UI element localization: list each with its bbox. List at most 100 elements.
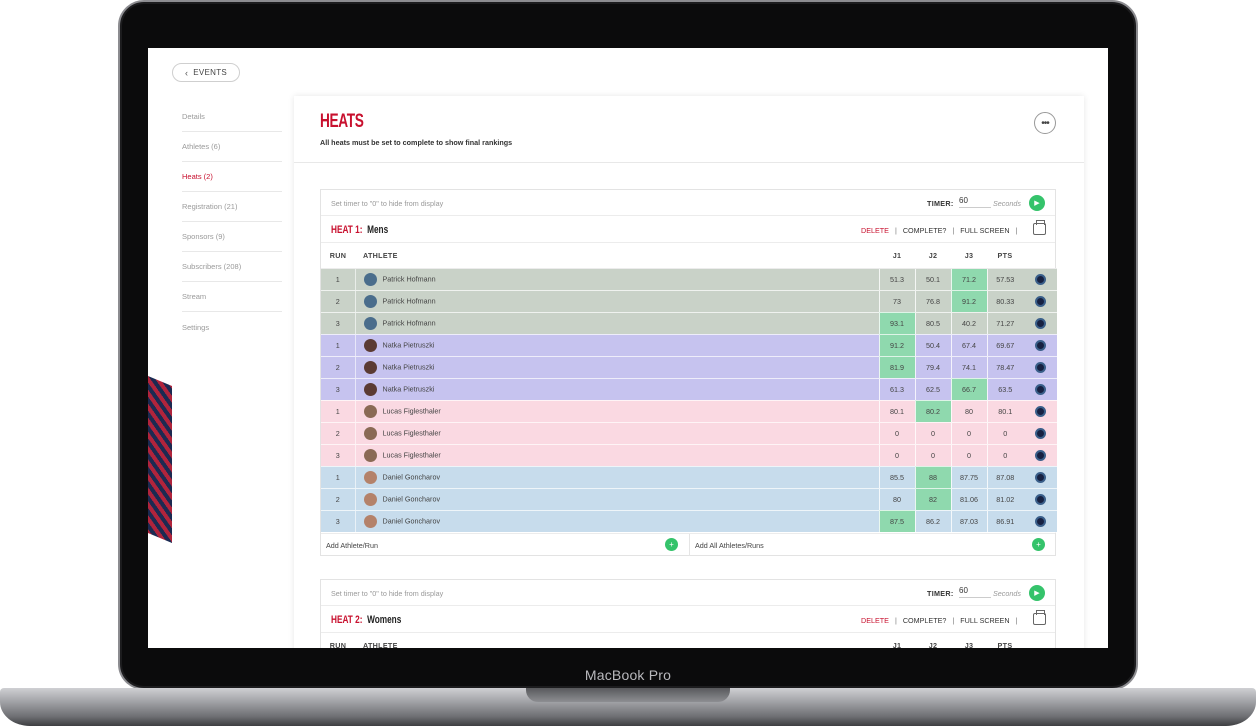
table-row[interactable]: 3 Lucas Figlesthaler 0 0 0 0	[321, 444, 1057, 467]
j1-score-cell[interactable]: 81.9	[878, 356, 915, 379]
target-icon[interactable]	[1034, 361, 1046, 373]
j2-score-cell[interactable]: 80.2	[914, 400, 951, 423]
j2-score-cell[interactable]: 50.4	[914, 334, 951, 357]
sidebar-item-athletes[interactable]: Athletes (6)	[182, 132, 282, 162]
target-icon[interactable]	[1034, 339, 1046, 351]
target-icon[interactable]	[1034, 273, 1046, 285]
add-athlete-label[interactable]: Add Athlete/Run	[326, 540, 378, 550]
j2-score-cell[interactable]: 0	[914, 422, 951, 445]
j1-score-cell[interactable]: 80	[878, 488, 915, 511]
j1-score-cell[interactable]: 87.5	[878, 510, 915, 533]
print-icon[interactable]	[1033, 220, 1046, 235]
sidebar-item-registration[interactable]: Registration (21)	[182, 192, 282, 222]
j3-score-cell[interactable]: 71.2	[950, 268, 987, 291]
j1-score-cell[interactable]: 61.3	[878, 378, 915, 401]
sidebar-item-stream[interactable]: Stream	[182, 282, 282, 312]
j2-score-cell[interactable]: 82	[914, 488, 951, 511]
ellipsis-icon: •••	[1041, 117, 1049, 129]
sidebar-item-subscribers[interactable]: Subscribers (208)	[182, 252, 282, 282]
avatar	[363, 426, 377, 440]
j3-score-cell[interactable]: 91.2	[950, 290, 987, 313]
add-athlete-button[interactable]: +	[665, 537, 678, 551]
sidebar-item-details[interactable]: Details	[182, 102, 282, 132]
athlete-name: Daniel Goncharov	[382, 471, 441, 481]
target-icon[interactable]	[1034, 317, 1046, 329]
table-row[interactable]: 1 Daniel Goncharov 85.5 88 87.75 87.08	[321, 466, 1057, 489]
complete-heat-button[interactable]: COMPLETE?	[902, 226, 947, 235]
target-icon[interactable]	[1034, 295, 1046, 307]
delete-heat-button[interactable]: DELETE	[861, 616, 889, 625]
run-cell: 2	[321, 488, 355, 511]
j1-score-cell[interactable]: 80.1	[878, 400, 915, 423]
j1-score-cell[interactable]: 73	[878, 290, 915, 313]
target-icon[interactable]	[1034, 427, 1046, 439]
table-row[interactable]: 3 Daniel Goncharov 87.5 86.2 87.03 86.91	[321, 510, 1057, 533]
j1-score-cell[interactable]: 93.1	[878, 312, 915, 335]
target-icon[interactable]	[1034, 493, 1046, 505]
j1-score-cell[interactable]: 0	[878, 444, 915, 467]
j1-score-cell[interactable]: 91.2	[878, 334, 915, 357]
heat-name: Womens	[367, 614, 402, 626]
j2-score-cell[interactable]: 79.4	[914, 356, 951, 379]
delete-heat-button[interactable]: DELETE	[861, 226, 889, 235]
print-icon[interactable]	[1033, 610, 1046, 625]
j3-score-cell[interactable]: 74.1	[950, 356, 987, 379]
table-row[interactable]: 1 Lucas Figlesthaler 80.1 80.2 80 80.1	[321, 400, 1057, 423]
row-action-cell	[1023, 400, 1057, 423]
sidebar-item-settings[interactable]: Settings	[182, 322, 210, 332]
j3-score-cell[interactable]: 80	[950, 400, 987, 423]
timer-input[interactable]: 60	[959, 586, 991, 598]
j3-score-cell[interactable]: 0	[950, 422, 987, 445]
more-options-button[interactable]: •••	[1034, 112, 1056, 134]
j3-score-cell[interactable]: 81.06	[950, 488, 987, 511]
table-row[interactable]: 2 Lucas Figlesthaler 0 0 0 0	[321, 422, 1057, 445]
timer-row: Set timer to "0" to hide from display TI…	[321, 580, 1055, 606]
j3-score-cell[interactable]: 87.75	[950, 466, 987, 489]
divider	[294, 162, 1084, 163]
j2-score-cell[interactable]: 62.5	[914, 378, 951, 401]
table-row[interactable]: 2 Natka Pietruszki 81.9 79.4 74.1 78.47	[321, 356, 1057, 379]
avatar	[363, 514, 377, 528]
add-all-button[interactable]: +	[1032, 537, 1045, 551]
athlete-cell: Lucas Figlesthaler	[354, 444, 879, 467]
j2-score-cell[interactable]: 88	[914, 466, 951, 489]
timer-label: TIMER:	[927, 589, 954, 598]
j2-score-cell[interactable]: 50.1	[914, 268, 951, 291]
target-icon[interactable]	[1034, 515, 1046, 527]
target-icon[interactable]	[1034, 449, 1046, 461]
complete-heat-button[interactable]: COMPLETE?	[902, 616, 947, 625]
table-row[interactable]: 1 Patrick Hofmann 51.3 50.1 71.2 57.53	[321, 268, 1057, 291]
fullscreen-button[interactable]: FULL SCREEN	[960, 616, 1010, 625]
table-row[interactable]: 2 Daniel Goncharov 80 82 81.06 81.02	[321, 488, 1057, 511]
j3-score-cell[interactable]: 67.4	[950, 334, 987, 357]
table-row[interactable]: 1 Natka Pietruszki 91.2 50.4 67.4 69.67	[321, 334, 1057, 357]
sidebar-item-sponsors[interactable]: Sponsors (9)	[182, 222, 282, 252]
table-row[interactable]: 3 Patrick Hofmann 93.1 80.5 40.2 71.27	[321, 312, 1057, 335]
j2-score-cell[interactable]: 0	[914, 444, 951, 467]
j2-score-cell[interactable]: 80.5	[914, 312, 951, 335]
fullscreen-button[interactable]: FULL SCREEN	[960, 226, 1010, 235]
j2-score-cell[interactable]: 86.2	[914, 510, 951, 533]
j3-score-cell[interactable]: 0	[950, 444, 987, 467]
j1-score-cell[interactable]: 51.3	[878, 268, 915, 291]
target-icon[interactable]	[1034, 383, 1046, 395]
j3-score-cell[interactable]: 40.2	[950, 312, 987, 335]
start-timer-button[interactable]: ▶	[1029, 195, 1045, 211]
add-all-label[interactable]: Add All Athletes/Runs	[695, 540, 764, 550]
target-icon[interactable]	[1034, 405, 1046, 417]
decorative-stripes	[148, 376, 172, 543]
j2-score-cell[interactable]: 76.8	[914, 290, 951, 313]
j3-score-cell[interactable]: 87.03	[950, 510, 987, 533]
target-icon[interactable]	[1034, 471, 1046, 483]
sidebar-item-heats[interactable]: Heats (2)	[182, 162, 282, 192]
start-timer-button[interactable]: ▶	[1029, 585, 1045, 601]
j1-score-cell[interactable]: 0	[878, 422, 915, 445]
j1-score-cell[interactable]: 85.5	[878, 466, 915, 489]
timer-input[interactable]: 60	[959, 196, 991, 208]
j3-score-cell[interactable]: 66.7	[950, 378, 987, 401]
col-run: RUN	[321, 243, 355, 269]
table-row[interactable]: 2 Patrick Hofmann 73 76.8 91.2 80.33	[321, 290, 1057, 313]
run-cell: 1	[321, 466, 355, 489]
table-row[interactable]: 3 Natka Pietruszki 61.3 62.5 66.7 63.5	[321, 378, 1057, 401]
back-to-events-button[interactable]: ‹ EVENTS	[172, 63, 240, 82]
